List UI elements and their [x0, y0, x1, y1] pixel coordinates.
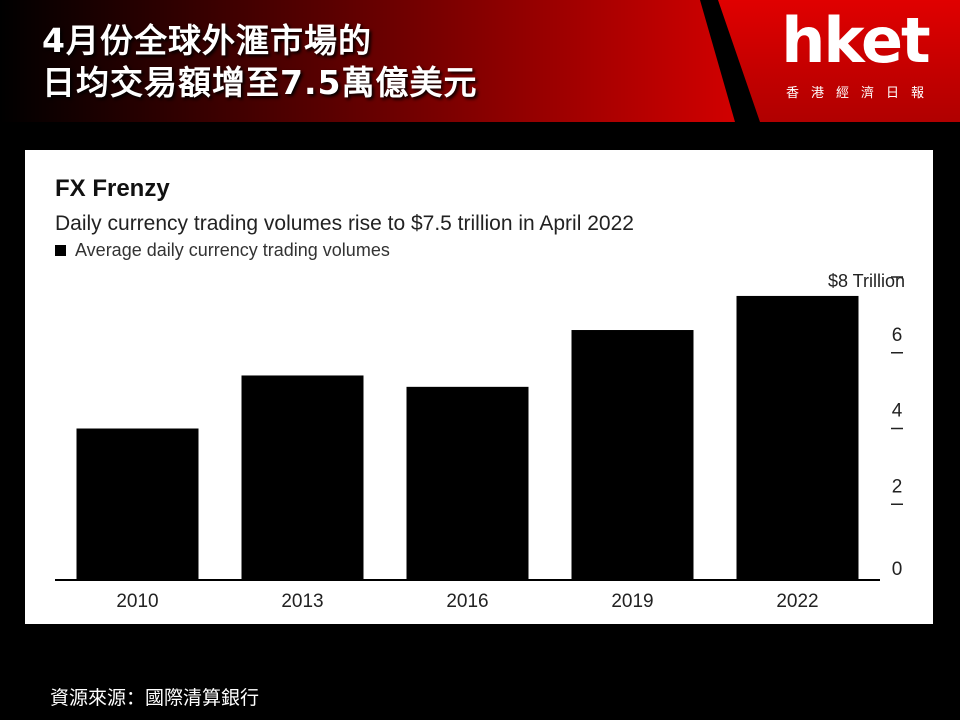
chart-panel: FX Frenzy Daily currency trading volumes…	[25, 150, 933, 624]
y-tick-label-2: 2	[892, 476, 903, 497]
x-tick-label-2010: 2010	[116, 591, 158, 612]
x-tick-label-2013: 2013	[281, 591, 323, 612]
bar-2019	[571, 330, 694, 580]
x-tick-label-2022: 2022	[776, 591, 818, 612]
logo-wordmark: hket	[781, 4, 930, 77]
banner-left-shape	[0, 0, 735, 122]
y-tick-label-4: 4	[892, 401, 903, 422]
bar-2022	[736, 295, 859, 580]
headline-line-1: 4月份全球外滙市場的	[42, 21, 372, 60]
legend-swatch	[55, 245, 66, 256]
chart-title: FX Frenzy	[55, 175, 170, 202]
headline-line-2: 日均交易額增至7.5萬億美元	[42, 63, 478, 102]
chart-legend: Average daily currency trading volumes	[55, 240, 390, 261]
source-note: 資源來源：國際清算銀行	[50, 687, 260, 709]
hket-logo[interactable]: hket 香港經濟日報	[760, 6, 950, 114]
bar-chart: 2010 2013 2016 2019 2022 0 2 4 6	[55, 276, 903, 612]
header-banner: 4月份全球外滙市場的 日均交易額增至7.5萬億美元 hket 香港經濟日報	[0, 0, 960, 122]
x-tick-label-2016: 2016	[446, 591, 488, 612]
banner-right-shape	[718, 0, 960, 122]
bar-2010	[76, 428, 199, 580]
banner-background	[0, 0, 960, 122]
headline: 4月份全球外滙市場的 日均交易額增至7.5萬億美元	[42, 20, 477, 104]
bar-2013	[241, 375, 364, 580]
y-tick-label-6: 6	[892, 325, 903, 346]
chart-subtitle: Daily currency trading volumes rise to $…	[55, 212, 634, 235]
y-tick-label-0: 0	[892, 559, 903, 580]
legend-label: Average daily currency trading volumes	[75, 240, 390, 260]
logo-subtitle: 香港經濟日報	[785, 86, 936, 101]
x-tick-label-2019: 2019	[611, 591, 653, 612]
bar-2016	[406, 386, 529, 580]
y-axis-unit-label: $8 Trillion	[827, 271, 905, 291]
